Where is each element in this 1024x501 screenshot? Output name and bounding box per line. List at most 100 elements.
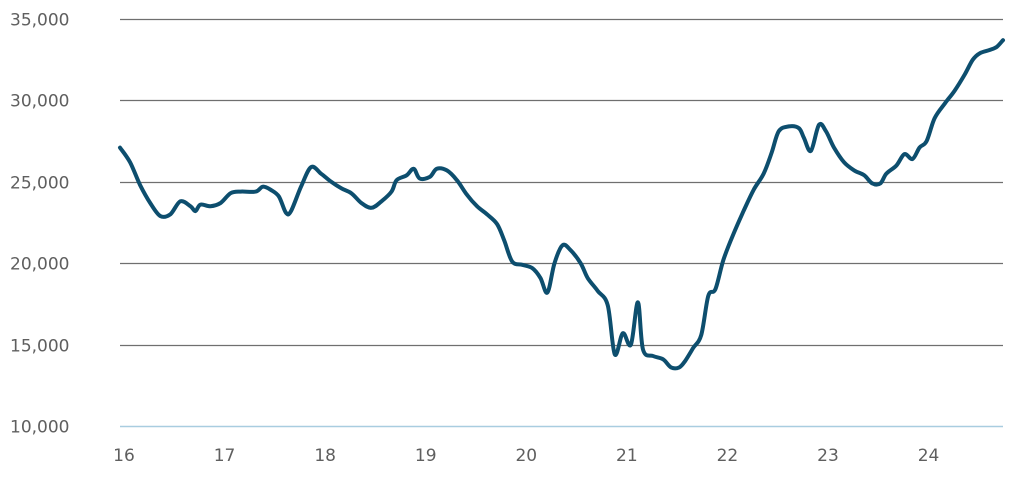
data-point <box>229 192 232 195</box>
data-point <box>412 167 415 170</box>
data-point <box>350 192 353 195</box>
data-point <box>825 130 828 133</box>
data-point <box>833 146 836 149</box>
x-tick-label: 18 <box>314 446 336 466</box>
data-point <box>129 161 132 164</box>
data-point <box>435 167 438 170</box>
data-point <box>539 276 542 279</box>
data-point <box>119 146 122 149</box>
x-tick-label: 17 <box>214 446 236 466</box>
data-point <box>579 262 582 265</box>
data-point <box>871 182 874 185</box>
data-point <box>953 89 956 92</box>
data-point <box>405 174 408 177</box>
x-tick-label: 24 <box>918 446 940 466</box>
x-axis-tick-labels: 16 17 18 19 20 21 22 23 24 <box>113 446 939 466</box>
data-point <box>561 244 564 247</box>
data-point <box>742 210 745 213</box>
data-point <box>511 260 514 263</box>
data-point <box>330 180 333 183</box>
data-point <box>254 190 257 193</box>
data-point <box>642 348 645 351</box>
data-point <box>194 210 197 213</box>
data-point <box>787 125 790 128</box>
data-point <box>1002 39 1005 42</box>
data-point <box>707 294 710 297</box>
data-point <box>503 239 506 242</box>
data-point <box>466 193 469 196</box>
data-point <box>486 213 489 216</box>
data-point <box>818 123 821 126</box>
x-tick-label: 23 <box>817 446 839 466</box>
data-point <box>692 346 695 349</box>
data-point <box>670 366 673 369</box>
data-point <box>521 263 524 266</box>
data-point <box>911 158 914 161</box>
data-point <box>476 205 479 208</box>
data-point <box>978 52 981 55</box>
x-tick-label: 20 <box>515 446 537 466</box>
x-tick-label: 22 <box>717 446 739 466</box>
data-point <box>714 288 717 291</box>
x-tick-label: 19 <box>415 446 437 466</box>
data-point <box>918 146 921 149</box>
data-point <box>596 289 599 292</box>
data-point <box>219 202 222 205</box>
data-point <box>700 333 703 336</box>
data-point <box>169 213 172 216</box>
data-point <box>770 151 773 154</box>
y-tick-label: 15,000 <box>10 337 69 357</box>
data-point <box>843 161 846 164</box>
y-axis-tick-labels: 10,000 15,000 20,000 25,000 30,000 35,000 <box>10 11 69 438</box>
data-point <box>159 215 162 218</box>
data-point <box>261 185 264 188</box>
data-point <box>762 172 765 175</box>
data-point <box>586 276 589 279</box>
y-tick-label: 35,000 <box>10 11 69 31</box>
data-point <box>722 258 725 261</box>
data-point <box>971 58 974 61</box>
y-tick-label: 20,000 <box>10 255 69 275</box>
data-point <box>963 73 966 76</box>
data-point <box>340 187 343 190</box>
y-tick-label: 30,000 <box>10 92 69 112</box>
data-point <box>636 301 639 304</box>
data-point <box>199 203 202 206</box>
data-point <box>300 185 303 188</box>
y-tick-label: 10,000 <box>10 418 69 438</box>
data-point <box>290 210 293 213</box>
data-point <box>903 153 906 156</box>
data-point <box>678 366 681 369</box>
data-point <box>853 169 856 172</box>
data-point <box>239 190 242 193</box>
data-point <box>777 130 780 133</box>
data-point <box>621 332 624 335</box>
data-point <box>879 182 882 185</box>
data-point <box>189 205 192 208</box>
x-tick-label: 21 <box>616 446 638 466</box>
y-tick-label: 25,000 <box>10 174 69 194</box>
series-group <box>118 38 1005 371</box>
data-point <box>996 45 999 48</box>
data-point <box>395 179 398 182</box>
data-point <box>149 202 152 205</box>
data-point <box>390 190 393 193</box>
data-point <box>428 175 431 178</box>
data-point <box>613 353 616 356</box>
data-point <box>925 140 928 143</box>
data-point <box>546 291 549 294</box>
data-point <box>277 195 280 198</box>
data-point <box>684 359 687 362</box>
data-point <box>370 206 373 209</box>
data-point <box>662 358 665 361</box>
data-point <box>179 200 182 203</box>
data-point <box>943 102 946 105</box>
gridlines <box>120 18 1003 428</box>
data-point <box>455 179 458 182</box>
data-point <box>863 174 866 177</box>
data-point <box>360 202 363 205</box>
data-point <box>629 343 632 346</box>
data-point <box>284 211 287 214</box>
data-point <box>139 184 142 187</box>
